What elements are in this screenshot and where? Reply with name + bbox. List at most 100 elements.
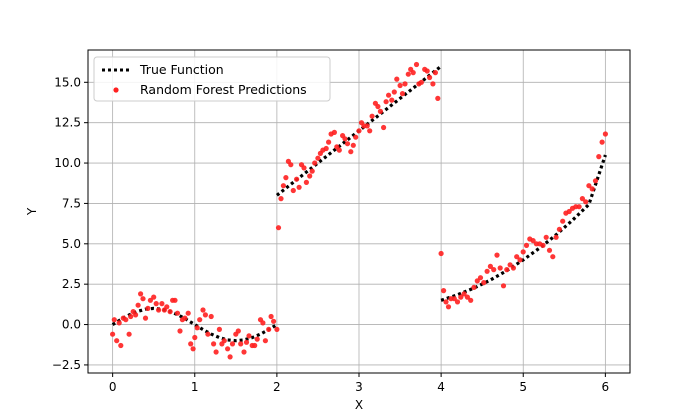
prediction-point [402,81,408,87]
prediction-point [599,139,605,145]
x-tick-label: 4 [437,380,445,394]
prediction-point [197,317,203,323]
prediction-point [344,141,351,147]
prediction-point [471,284,477,290]
prediction-point [229,341,236,347]
prediction-point [147,297,153,303]
legend: True Function Random Forest Predictions [93,56,331,102]
y-tick-label: 15.0 [54,75,81,89]
prediction-point [114,338,120,344]
prediction-point [138,291,144,297]
prediction-point [394,76,400,82]
prediction-point [413,61,420,68]
prediction-point [190,346,196,352]
prediction-point [391,89,397,95]
prediction-point [182,315,188,321]
prediction-point [364,123,370,129]
x-tick-label: 2 [273,380,281,394]
legend-label-random-forest: Random Forest Predictions [140,82,307,97]
prediction-point [331,129,337,135]
prediction-point [200,307,206,313]
prediction-point [381,124,387,131]
prediction-point [432,70,438,76]
prediction-point [225,346,231,352]
axis-ticks: 0 1 2 3 4 5 6 −2.5 0.0 2.5 5.0 7.5 10.0 12.5 15.0 [52,75,609,394]
prediction-point [353,134,359,140]
prediction-point [252,342,258,349]
prediction-point [491,267,497,273]
prediction-point [530,238,536,244]
prediction-point [159,301,165,307]
prediction-point [294,176,300,182]
true-function-segment [111,306,278,343]
prediction-point [123,317,129,323]
prediction-point [177,328,183,334]
prediction-point [451,296,457,302]
prediction-point [323,145,329,152]
prediction-point [497,265,503,271]
x-tick-label: 6 [602,380,610,394]
prediction-point [185,310,191,316]
prediction-point [205,331,211,337]
legend-label-true-function: True Function [139,62,224,77]
prediction-point [260,320,266,326]
prediction-point [278,196,284,202]
prediction-point [474,278,480,284]
prediction-point [307,173,313,179]
prediction-point [280,183,286,189]
prediction-point [556,226,563,232]
prediction-point [507,262,513,268]
prediction-point [592,178,599,184]
prediction-point [140,296,146,302]
prediction-point [243,339,250,345]
prediction-point [118,342,124,349]
prediction-point [202,312,208,318]
prediction-point [268,313,274,320]
prediction-point [386,92,392,98]
prediction-point [350,142,356,148]
y-tick-label: 0.0 [62,318,81,332]
prediction-point [213,349,219,355]
prediction-point [383,99,389,105]
prediction-point [156,307,162,313]
prediction-point [540,242,546,248]
prediction-point [172,297,178,303]
prediction-point [510,265,516,271]
prediction-point [116,320,122,326]
prediction-point [142,315,149,321]
prediction-point [494,252,500,258]
prediction-point [369,113,375,119]
prediction-point [288,162,294,168]
prediction-point [126,331,132,337]
prediction-point [153,301,159,307]
prediction-point [576,204,582,210]
prediction-point [356,128,362,134]
prediction-point [553,234,559,240]
y-tick-label: 10.0 [54,156,81,170]
x-tick-label: 0 [109,380,117,394]
y-tick-label: 12.5 [54,116,81,130]
y-tick-label: 5.0 [62,237,81,251]
prediction-point [274,326,280,332]
prediction-point [560,218,566,224]
prediction-point [235,328,241,334]
prediction-point [348,149,354,155]
prediction-point [315,155,321,161]
prediction-point [583,199,589,205]
prediction-point [246,333,252,339]
prediction-point [517,257,523,263]
prediction-point [487,263,493,269]
prediction-point [227,354,233,360]
prediction-point [192,334,198,341]
random-forest-points [110,61,609,360]
prediction-point [221,338,227,344]
prediction-point [523,242,530,248]
prediction-point [461,291,467,297]
prediction-point [443,299,449,305]
prediction-point [500,283,507,289]
x-tick-label: 1 [191,380,199,394]
prediction-point [238,341,244,347]
prediction-point [520,249,526,255]
prediction-point [275,225,282,231]
